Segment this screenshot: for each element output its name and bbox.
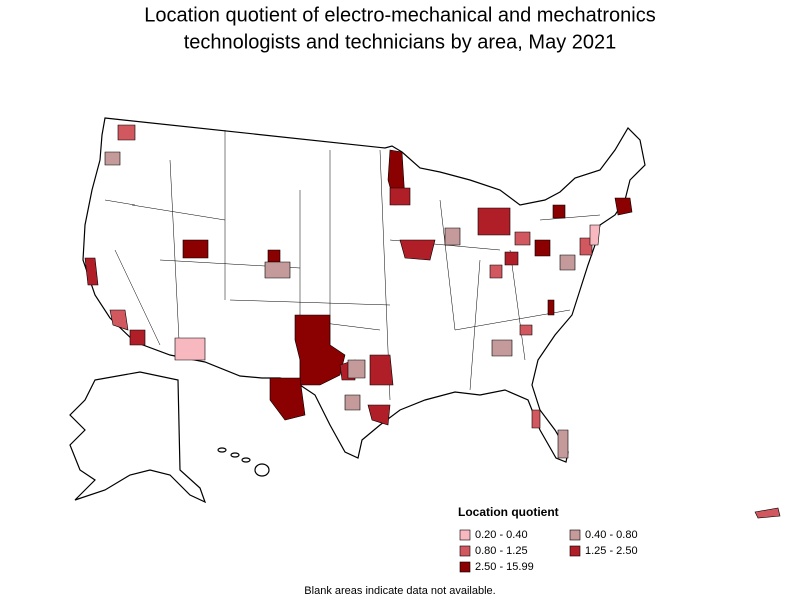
map-area bbox=[294, 314, 346, 386]
map-area bbox=[109, 309, 129, 331]
map-area bbox=[614, 197, 633, 216]
legend: Location quotient 0.20 - 0.40 0.40 - 0.80… bbox=[458, 505, 638, 573]
footnote: Blank areas indicate data not available. bbox=[304, 585, 495, 597]
map-area bbox=[399, 239, 436, 261]
legend-label: 1.25 - 2.50 bbox=[585, 545, 638, 557]
legend-label: 0.80 - 1.25 bbox=[475, 545, 528, 557]
map-area bbox=[589, 224, 601, 246]
map-area bbox=[477, 207, 511, 236]
map-area bbox=[559, 254, 576, 271]
map-area bbox=[552, 204, 566, 219]
title-line: technologists and technicians by area, M… bbox=[184, 31, 617, 53]
map-area bbox=[531, 409, 541, 429]
map-area bbox=[514, 231, 531, 246]
legend-swatch bbox=[459, 561, 471, 573]
title-line: Location quotient of electro-mechanical … bbox=[144, 4, 655, 26]
legend-swatch bbox=[459, 529, 471, 541]
map-area bbox=[104, 151, 121, 166]
map-area bbox=[389, 187, 411, 206]
map-area bbox=[489, 264, 503, 279]
map-area bbox=[491, 339, 513, 357]
map-area bbox=[444, 227, 461, 246]
legend-label: 0.20 - 0.40 bbox=[475, 529, 528, 541]
map-area bbox=[182, 239, 209, 259]
legend-swatch bbox=[569, 545, 581, 557]
area-layer bbox=[84, 124, 781, 519]
map-area bbox=[367, 404, 391, 426]
map-area bbox=[579, 237, 593, 256]
map-area bbox=[264, 261, 291, 279]
map-area bbox=[519, 324, 533, 336]
alaska bbox=[69, 371, 207, 504]
legend-swatch bbox=[569, 529, 581, 541]
map-area bbox=[267, 249, 281, 263]
map-area bbox=[344, 394, 361, 411]
legend-swatch bbox=[459, 545, 471, 557]
map-area bbox=[369, 354, 394, 386]
map-area bbox=[557, 429, 569, 459]
map-area bbox=[84, 257, 99, 286]
map-area bbox=[547, 299, 555, 316]
map-area bbox=[534, 239, 551, 257]
hawaii bbox=[217, 447, 270, 477]
map-area bbox=[347, 359, 366, 379]
legend-label: 0.40 - 0.80 bbox=[585, 529, 638, 541]
map-area bbox=[269, 377, 306, 421]
map-area bbox=[129, 329, 146, 346]
map-area bbox=[117, 124, 136, 141]
legend-label: 2.50 - 15.99 bbox=[475, 561, 534, 573]
map-area bbox=[754, 507, 781, 519]
legend-title: Location quotient bbox=[458, 505, 559, 519]
map-area bbox=[174, 337, 206, 361]
map-area bbox=[504, 251, 519, 266]
